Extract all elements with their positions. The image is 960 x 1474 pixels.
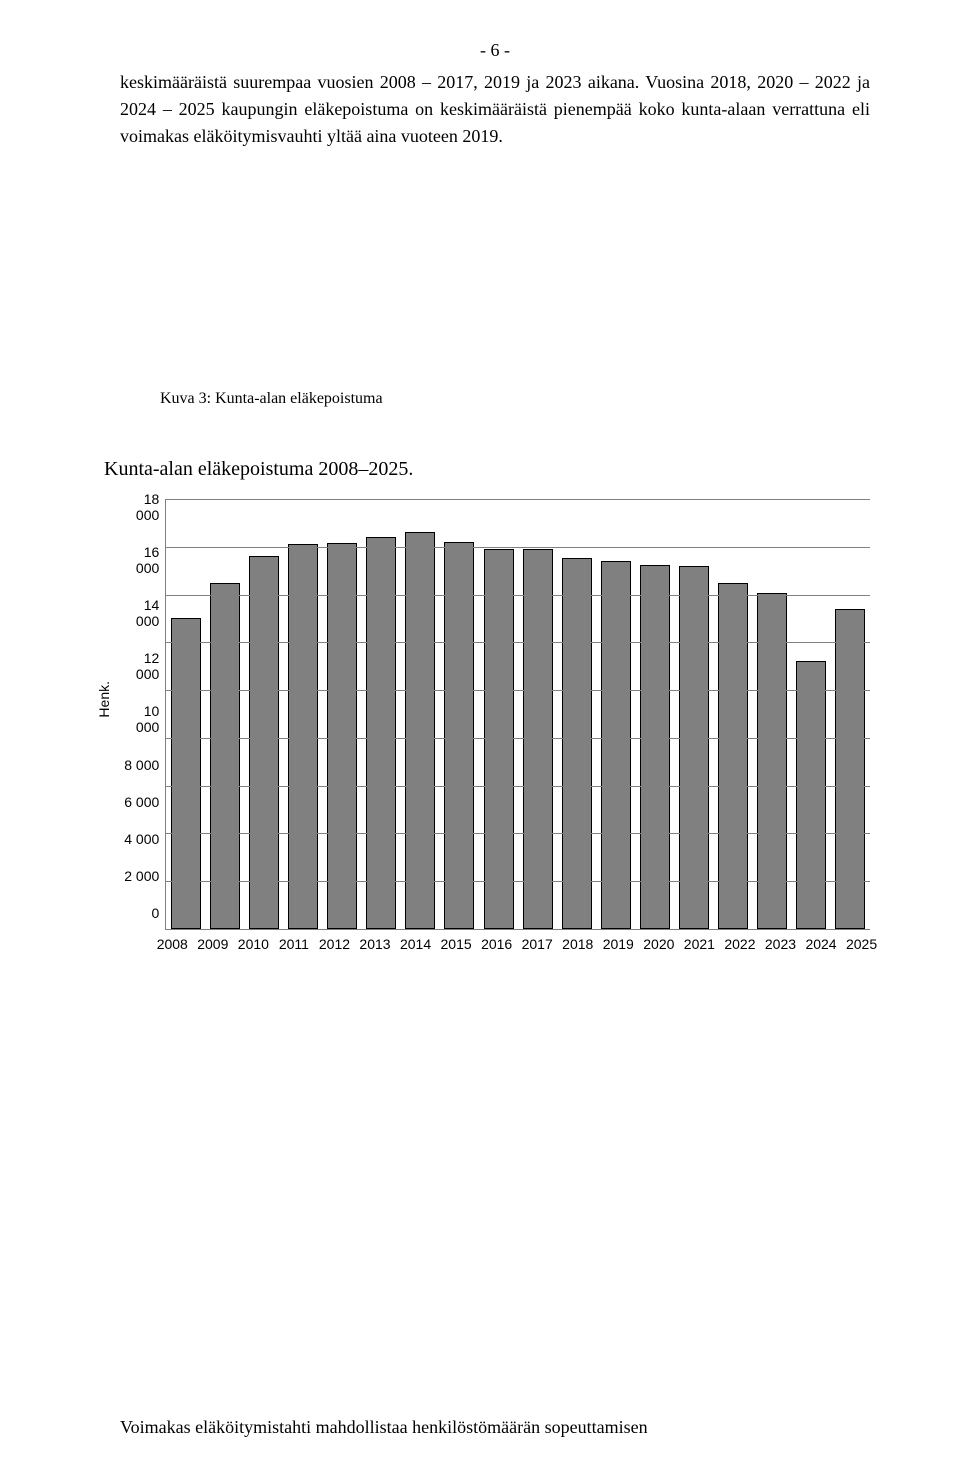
x-tick-label: 2023 [760, 936, 800, 952]
y-tick-label: 18 000 [118, 491, 159, 523]
bottom-paragraph: Voimakas eläköitymistahti mahdollistaa h… [120, 1417, 870, 1438]
bar [601, 561, 631, 929]
grid-line [166, 642, 870, 643]
x-tick-label: 2012 [314, 936, 354, 952]
x-axis-ticks: 2008200920102011201220132014201520162017… [152, 936, 882, 952]
x-tick-label: 2018 [558, 936, 598, 952]
y-tick-label: 0 [118, 905, 159, 921]
page: - 6 - keskimääräistä suurempaa vuosien 2… [0, 0, 960, 1474]
body-paragraph: keskimääräistä suurempaa vuosien 2008 – … [120, 69, 870, 150]
x-tick-label: 2025 [842, 936, 882, 952]
grid-line [166, 690, 870, 691]
bar [327, 543, 357, 929]
y-axis-label: Henk. [90, 681, 118, 718]
bar [718, 583, 748, 929]
grid-line [166, 786, 870, 787]
grid-line [166, 881, 870, 882]
bar [523, 549, 553, 929]
y-tick-label: 16 000 [118, 544, 159, 576]
x-tick-label: 2019 [598, 936, 638, 952]
grid-line [166, 547, 870, 548]
y-tick-label: 4 000 [118, 831, 159, 847]
bar [366, 537, 396, 929]
bar [444, 542, 474, 929]
figure-caption: Kuva 3: Kunta-alan eläkepoistuma [160, 390, 870, 408]
x-tick-label: 2017 [517, 936, 557, 952]
bar [405, 532, 435, 929]
x-tick-label: 2009 [193, 936, 233, 952]
x-tick-label: 2015 [436, 936, 476, 952]
bar [757, 593, 787, 929]
grid-line [166, 499, 870, 500]
y-tick-label: 8 000 [118, 757, 159, 773]
bar [679, 566, 709, 929]
bar [484, 549, 514, 929]
x-tick-label: 2020 [639, 936, 679, 952]
x-tick-label: 2008 [152, 936, 192, 952]
bar [796, 661, 826, 929]
x-tick-label: 2024 [801, 936, 841, 952]
x-tick-label: 2021 [679, 936, 719, 952]
y-tick-label: 10 000 [118, 703, 159, 735]
chart-section: Kunta-alan eläkepoistuma 2008–2025. Henk… [90, 458, 870, 952]
grid-line [166, 595, 870, 596]
x-tick-label: 2010 [233, 936, 273, 952]
chart-plot [165, 499, 870, 930]
x-tick-label: 2022 [720, 936, 760, 952]
x-tick-label: 2011 [274, 936, 314, 952]
chart-title: Kunta-alan eläkepoistuma 2008–2025. [104, 458, 870, 481]
y-tick-label: 14 000 [118, 597, 159, 629]
x-tick-label: 2013 [355, 936, 395, 952]
grid-line [166, 833, 870, 834]
x-tick-label: 2014 [396, 936, 436, 952]
grid-line [166, 738, 870, 739]
y-tick-label: 6 000 [118, 794, 159, 810]
x-tick-label: 2016 [477, 936, 517, 952]
bar [210, 583, 240, 929]
chart-bars [166, 499, 870, 929]
y-tick-label: 12 000 [118, 650, 159, 682]
bar [562, 558, 592, 929]
chart-area: Henk. 18 00016 00014 00012 00010 0008 00… [90, 499, 870, 930]
y-tick-label: 2 000 [118, 868, 159, 884]
y-axis-ticks: 18 000 16 000 14 000 12 000 10 000 8 000 6 000… [118, 491, 165, 921]
bar [171, 618, 201, 929]
bar [249, 556, 279, 929]
bar [288, 544, 318, 929]
bar [640, 565, 670, 929]
page-number: - 6 - [120, 40, 870, 61]
